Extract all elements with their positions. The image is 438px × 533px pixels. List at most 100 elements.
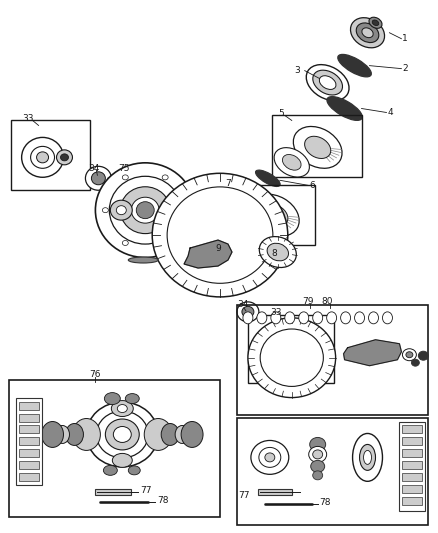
Bar xyxy=(95,489,131,495)
Ellipse shape xyxy=(283,155,301,170)
Bar xyxy=(399,422,425,511)
Bar xyxy=(9,379,220,517)
Ellipse shape xyxy=(161,424,179,446)
Ellipse shape xyxy=(418,351,428,360)
Ellipse shape xyxy=(103,465,117,475)
Ellipse shape xyxy=(350,18,385,48)
Ellipse shape xyxy=(95,163,195,257)
Ellipse shape xyxy=(227,240,248,254)
Ellipse shape xyxy=(131,197,159,223)
Ellipse shape xyxy=(96,411,148,458)
Ellipse shape xyxy=(160,431,168,438)
Bar xyxy=(19,449,39,457)
Ellipse shape xyxy=(104,393,120,405)
Ellipse shape xyxy=(110,200,132,220)
Ellipse shape xyxy=(272,342,284,353)
Ellipse shape xyxy=(230,213,265,243)
Ellipse shape xyxy=(239,220,257,236)
Ellipse shape xyxy=(259,447,281,467)
Ellipse shape xyxy=(260,329,323,386)
Ellipse shape xyxy=(144,418,172,450)
Ellipse shape xyxy=(360,445,375,470)
Ellipse shape xyxy=(406,352,413,358)
Ellipse shape xyxy=(411,359,419,366)
Ellipse shape xyxy=(311,461,325,472)
Ellipse shape xyxy=(265,453,275,462)
Ellipse shape xyxy=(136,201,154,219)
Ellipse shape xyxy=(338,54,371,77)
Ellipse shape xyxy=(372,20,379,26)
Ellipse shape xyxy=(237,302,259,322)
Bar xyxy=(19,462,39,470)
Ellipse shape xyxy=(356,23,379,43)
Bar xyxy=(237,417,428,525)
Text: 34: 34 xyxy=(88,164,100,173)
Ellipse shape xyxy=(117,405,127,413)
Ellipse shape xyxy=(257,328,299,368)
Bar xyxy=(403,462,422,470)
Ellipse shape xyxy=(306,64,349,101)
Bar xyxy=(11,120,90,190)
Ellipse shape xyxy=(56,425,70,443)
Ellipse shape xyxy=(327,96,362,120)
Text: 33: 33 xyxy=(23,114,34,123)
Bar xyxy=(403,425,422,433)
Ellipse shape xyxy=(31,147,54,168)
Ellipse shape xyxy=(313,312,323,324)
Ellipse shape xyxy=(353,433,382,481)
Ellipse shape xyxy=(364,450,371,464)
Ellipse shape xyxy=(175,425,189,443)
Ellipse shape xyxy=(102,208,108,213)
Text: 1: 1 xyxy=(403,34,408,43)
Text: 7: 7 xyxy=(225,179,231,188)
Ellipse shape xyxy=(285,312,295,324)
Ellipse shape xyxy=(122,240,128,246)
Ellipse shape xyxy=(251,194,299,236)
Ellipse shape xyxy=(112,454,132,467)
Ellipse shape xyxy=(92,172,106,185)
Ellipse shape xyxy=(66,424,83,446)
Ellipse shape xyxy=(294,340,310,355)
Text: 8: 8 xyxy=(272,248,278,257)
Ellipse shape xyxy=(120,187,170,233)
Ellipse shape xyxy=(152,173,288,297)
Ellipse shape xyxy=(117,206,126,215)
Polygon shape xyxy=(184,240,232,268)
Bar xyxy=(237,305,428,415)
Ellipse shape xyxy=(313,471,323,480)
Ellipse shape xyxy=(242,306,254,317)
Text: 3: 3 xyxy=(295,66,300,75)
Bar xyxy=(403,449,422,457)
Ellipse shape xyxy=(362,28,373,38)
Ellipse shape xyxy=(42,422,64,447)
Ellipse shape xyxy=(310,438,326,451)
Ellipse shape xyxy=(155,426,173,442)
Ellipse shape xyxy=(313,70,343,95)
Ellipse shape xyxy=(86,402,158,467)
Ellipse shape xyxy=(355,312,364,324)
Ellipse shape xyxy=(299,312,309,324)
Ellipse shape xyxy=(341,312,350,324)
Ellipse shape xyxy=(266,337,290,359)
Bar xyxy=(272,116,361,177)
Ellipse shape xyxy=(271,312,281,324)
Ellipse shape xyxy=(267,243,289,261)
Text: 78: 78 xyxy=(320,498,331,507)
Ellipse shape xyxy=(319,76,336,90)
Ellipse shape xyxy=(181,422,203,447)
Bar xyxy=(225,185,314,245)
Text: 78: 78 xyxy=(157,496,169,505)
Text: 34: 34 xyxy=(237,301,248,309)
Text: 77: 77 xyxy=(238,491,250,500)
Ellipse shape xyxy=(259,237,297,268)
Ellipse shape xyxy=(309,447,327,462)
Text: 5: 5 xyxy=(278,109,283,118)
Ellipse shape xyxy=(72,418,100,450)
Bar xyxy=(403,497,422,505)
Bar xyxy=(19,425,39,433)
Bar xyxy=(19,414,39,422)
Ellipse shape xyxy=(182,208,188,213)
Ellipse shape xyxy=(403,349,417,361)
Ellipse shape xyxy=(298,344,306,351)
Ellipse shape xyxy=(162,240,168,246)
